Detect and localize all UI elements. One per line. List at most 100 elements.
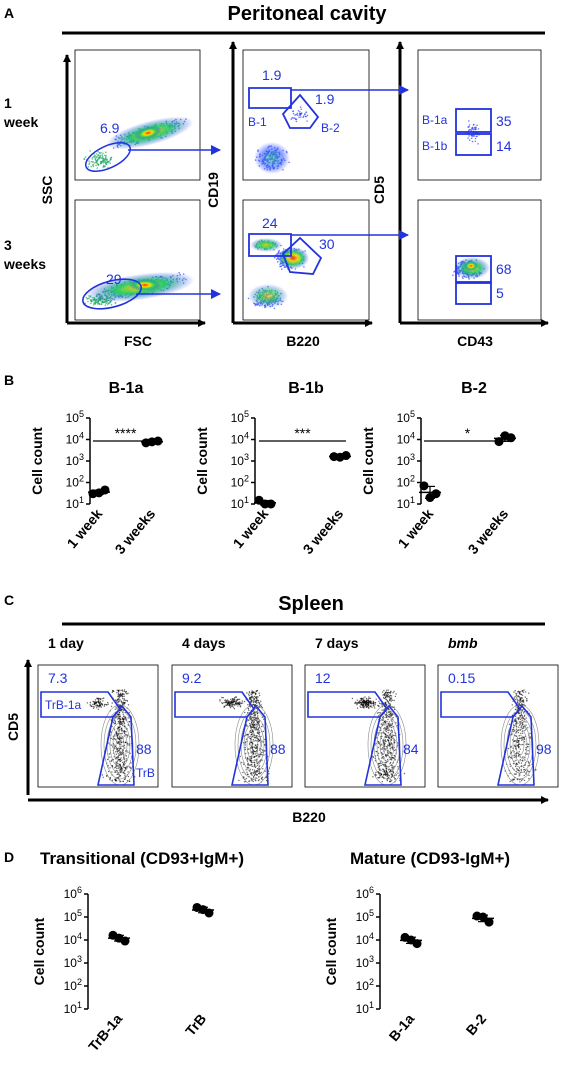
data-point: [335, 452, 345, 462]
timepoint-label: 7 days: [315, 635, 359, 651]
data-point: [484, 917, 494, 927]
facs-plot-3weeks-fsc-ssc: 29: [74, 199, 201, 321]
y-tick-label: 102: [64, 977, 82, 993]
y-tick-label: 103: [66, 452, 84, 468]
trb-gate: [364, 704, 402, 786]
data-point: [260, 499, 270, 509]
contour-line: [109, 722, 131, 768]
y-axis-label: Cell count: [323, 917, 339, 985]
x-category-label: 1 week: [64, 505, 106, 551]
gate-pct: 14: [496, 138, 512, 154]
data-point: [500, 431, 510, 441]
trb-gate: [497, 704, 535, 786]
facs-plot-1week-fsc-ssc: 6.9: [74, 49, 201, 181]
trb-pct: 88: [136, 741, 152, 757]
facs-plot-3weeks-cd43-cd5: 68 5: [417, 199, 542, 321]
data-point: [147, 437, 157, 447]
data-point: [425, 493, 435, 503]
timepoint-label: bmb: [448, 635, 478, 651]
y-tick-label: 101: [231, 495, 249, 511]
panel-c-title: Spleen: [278, 593, 344, 615]
gate-label-b2: B-2: [321, 121, 340, 135]
ssc-axis-label: SSC: [39, 176, 55, 205]
panel-c: C Spleen CD5 B220 1 day 7.3 88 TrB-1a TrB 4 d…: [4, 592, 559, 825]
trb-pct: 84: [403, 741, 419, 757]
y-tick-label: 104: [231, 431, 249, 447]
x-category-label: 1 week: [395, 505, 437, 551]
x-category-label: B-1a: [386, 1010, 418, 1044]
y-tick-label: 102: [397, 474, 415, 490]
plot-frame: [171, 664, 293, 788]
plot-title: Mature (CD93-IgM+): [350, 849, 510, 868]
x-category-label: 1 week: [230, 505, 272, 551]
contour-line: [515, 734, 525, 756]
y-axis-label: Cell count: [194, 427, 210, 495]
gate-pct: 24: [262, 215, 278, 231]
significance-stars: *: [465, 425, 471, 441]
row-label-3weeks-b: weeks: [3, 256, 46, 272]
b1a-gate: [455, 108, 492, 133]
dot-plot-1: B-1b 101 102 103 104 105 Cell count 1 week 3 wee…: [194, 380, 351, 557]
contour-line: [382, 734, 392, 756]
row-label-3weeks-a: 3: [4, 237, 12, 253]
dot-plot-2: B-2 101 102 103 104 105 Cell count 1 week 3 week…: [360, 380, 516, 557]
panel-a-title: Peritoneal cavity: [228, 3, 388, 25]
panel-d-letter: D: [4, 849, 14, 865]
b1b-gate: [455, 133, 492, 156]
gate-label-b1: B-1: [248, 115, 267, 129]
y-tick-label: 103: [64, 954, 82, 970]
significance-stars: ***: [294, 425, 311, 441]
dot-plot-4: Mature (CD93-IgM+) 101 102 103 104 105 106 Cell…: [323, 849, 510, 1044]
gate-label-b1a: B-1a: [422, 113, 448, 127]
panel-d: D Transitional (CD93+IgM+) 101 102 103 104 10…: [4, 849, 510, 1054]
facs-plot-1week-cd43-cd5: B-1a B-1b 35 14: [417, 49, 542, 181]
dot-plot-3: Transitional (CD93+IgM+) 101 102 103 104 105 1…: [31, 849, 244, 1054]
plot-title: B-1a: [109, 380, 144, 397]
trb-gate: [231, 704, 269, 786]
plot-frame: [37, 664, 159, 788]
contour-line: [115, 734, 125, 756]
contour-line: [370, 710, 404, 780]
contour-dots: [219, 689, 271, 783]
facs-plot-3weeks-b220-cd19: 24 30: [242, 199, 370, 321]
contour-line: [243, 722, 265, 768]
y-tick-label: 105: [66, 409, 84, 425]
b1-gate: [248, 87, 292, 109]
contour-line: [103, 710, 137, 780]
plot-title: B-1b: [288, 380, 324, 397]
y-tick-label: 104: [66, 431, 84, 447]
contour-line: [246, 728, 262, 762]
y-tick-label: 106: [64, 885, 82, 901]
plot-frame: [304, 664, 426, 788]
contour-line: [112, 728, 128, 762]
facs-plot-1week-b220-cd19: 1.9 1.9 B-1 B-2: [242, 49, 370, 181]
y-tick-label: 101: [397, 495, 415, 511]
gate-pct: 68: [496, 261, 512, 277]
y-tick-label: 105: [397, 409, 415, 425]
significance-stars: ****: [115, 425, 137, 441]
trb-pct: 98: [536, 741, 552, 757]
b220-axis-label: B220: [286, 333, 320, 349]
plot-frame: [437, 664, 559, 788]
gate-ellipse: [85, 142, 131, 172]
gate-pct: 29: [106, 271, 122, 287]
panel-a-letter: A: [4, 5, 14, 21]
timepoint-label: 4 days: [182, 635, 226, 651]
data-point: [114, 933, 124, 943]
y-tick-label: 104: [356, 931, 374, 947]
trb1a-pct: 12: [315, 670, 331, 686]
cd19-axis-label: CD19: [205, 172, 221, 208]
y-tick-label: 102: [66, 474, 84, 490]
timepoint-label: 1 day: [48, 635, 84, 651]
gate-pct: 1.9: [315, 91, 335, 107]
y-tick-label: 103: [356, 954, 374, 970]
x-category-label: 3 weeks: [112, 505, 159, 557]
contour-line: [503, 710, 537, 780]
y-tick-label: 106: [356, 885, 374, 901]
x-category-label: 3 weeks: [465, 505, 512, 557]
dot-plot-0: B-1a 101 102 103 104 105 Cell count 1 week 3 wee…: [29, 380, 163, 557]
contour-line: [512, 728, 528, 762]
y-tick-label: 102: [356, 977, 374, 993]
fsc-axis-label: FSC: [124, 333, 152, 349]
